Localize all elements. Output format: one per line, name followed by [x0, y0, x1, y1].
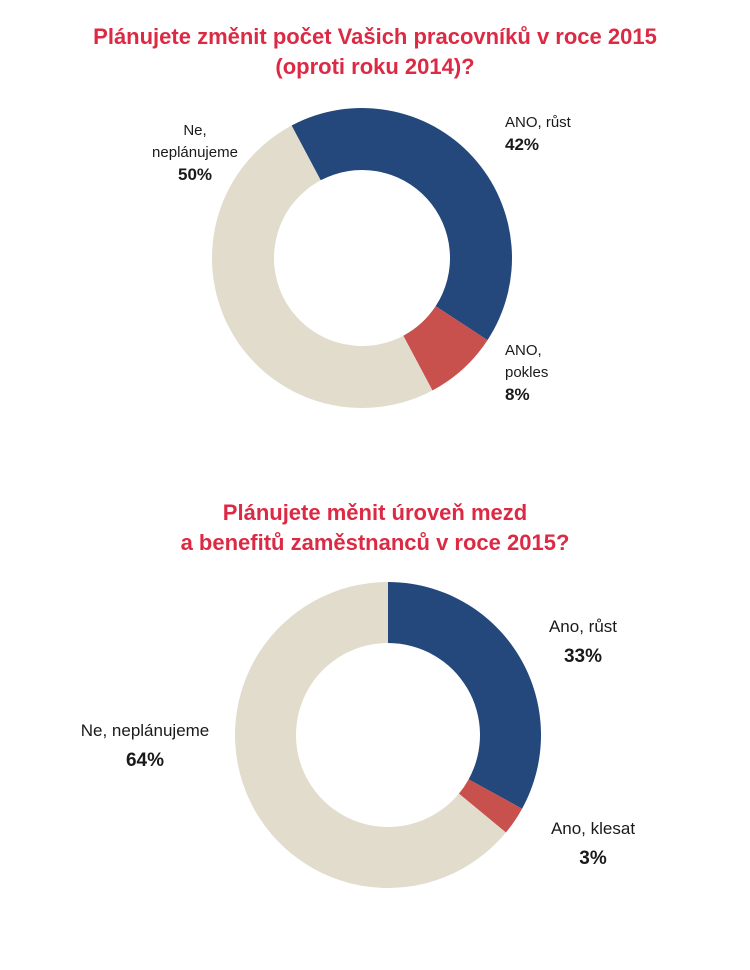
chart-1-slice-3 [212, 125, 433, 409]
chart-2-label-growth-text: Ano, růst [548, 617, 618, 636]
chart-1-label-decline-text-1: ANO, [505, 342, 542, 359]
chart-1-title-line-1: Plánujete změnit počet Vašich pracovníků… [93, 24, 657, 49]
chart-1-title-line-2: (oproti roku 2014)? [275, 54, 475, 79]
chart-2-slice-3 [235, 582, 506, 888]
chart-1-title: Plánujete změnit počet Vašich pracovníků… [0, 22, 750, 82]
chart-2-label-no-change: Ne, neplánujeme 64% [60, 716, 230, 776]
chart-1-slice-2 [403, 306, 488, 391]
chart-2-label-no-change-text: Ne, neplánujeme [80, 721, 210, 740]
chart-2-label-decline: Ano, klesat 3% [528, 814, 658, 874]
chart-1-label-no-change-value: 50% [177, 165, 213, 184]
chart-1: Plánujete změnit počet Vašich pracovníků… [0, 0, 750, 460]
chart-1-label-no-change: Ne, neplánujeme 50% [140, 120, 250, 186]
chart-1-donut [212, 107, 513, 409]
chart-2-label-decline-text: Ano, klesat [550, 819, 636, 838]
chart-2-label-decline-value: 3% [579, 848, 607, 869]
chart-1-label-growth-value: 42% [505, 135, 540, 154]
chart-2-title-line-1: Plánujete měnit úroveň mezd [222, 500, 528, 525]
chart-2-label-growth: Ano, růst 33% [528, 612, 638, 672]
chart-1-slice-1 [291, 107, 513, 341]
chart-2-slice-2 [458, 779, 523, 833]
chart-2-label-growth-value: 33% [563, 646, 603, 667]
chart-1-label-no-change-text-2: neplánujeme [152, 144, 238, 161]
chart-2-donut [235, 582, 541, 888]
chart-2-title: Plánujete měnit úroveň mezd a benefitů z… [0, 498, 750, 558]
chart-2-label-no-change-value: 64% [125, 750, 165, 771]
chart-1-label-growth: ANO, růst 42% [505, 112, 571, 156]
chart-1-label-no-change-text-1: Ne, [183, 122, 207, 139]
chart-2-slice-1 [388, 582, 541, 809]
chart-2-title-line-2: a benefitů zaměstnanců v roce 2015? [180, 530, 570, 555]
chart-1-label-growth-text: ANO, růst [505, 114, 571, 131]
chart-1-label-decline-value: 8% [505, 385, 530, 404]
chart-1-label-decline-text-2: pokles [505, 364, 549, 381]
chart-2: Plánujete měnit úroveň mezd a benefitů z… [0, 480, 750, 930]
chart-1-label-decline: ANO, pokles 8% [505, 340, 548, 406]
